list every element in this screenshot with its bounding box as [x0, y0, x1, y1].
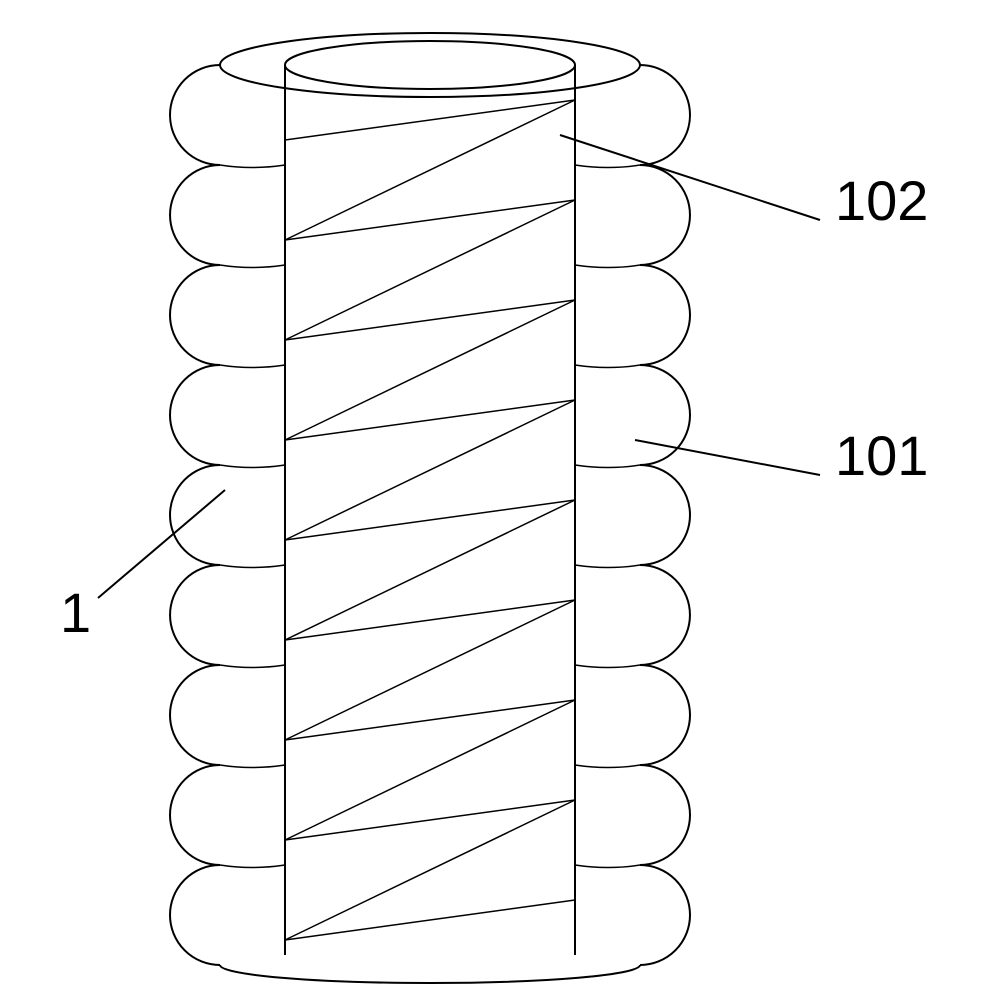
helical-lines	[285, 100, 575, 940]
outer-top-ellipse	[220, 33, 640, 97]
leader-1	[98, 490, 225, 598]
labels: 102 101 1	[60, 169, 928, 644]
label-1: 1	[60, 581, 91, 644]
technical-diagram: 102 101 1	[0, 0, 1000, 996]
outer-right-lobes	[640, 65, 690, 965]
bottom-edge	[220, 965, 640, 983]
inner-top-ellipse	[285, 41, 575, 89]
label-101: 101	[835, 424, 928, 487]
label-102: 102	[835, 169, 928, 232]
right-lobe-separators	[575, 165, 640, 868]
coil-assembly	[170, 33, 690, 983]
left-lobe-separators	[220, 165, 285, 868]
